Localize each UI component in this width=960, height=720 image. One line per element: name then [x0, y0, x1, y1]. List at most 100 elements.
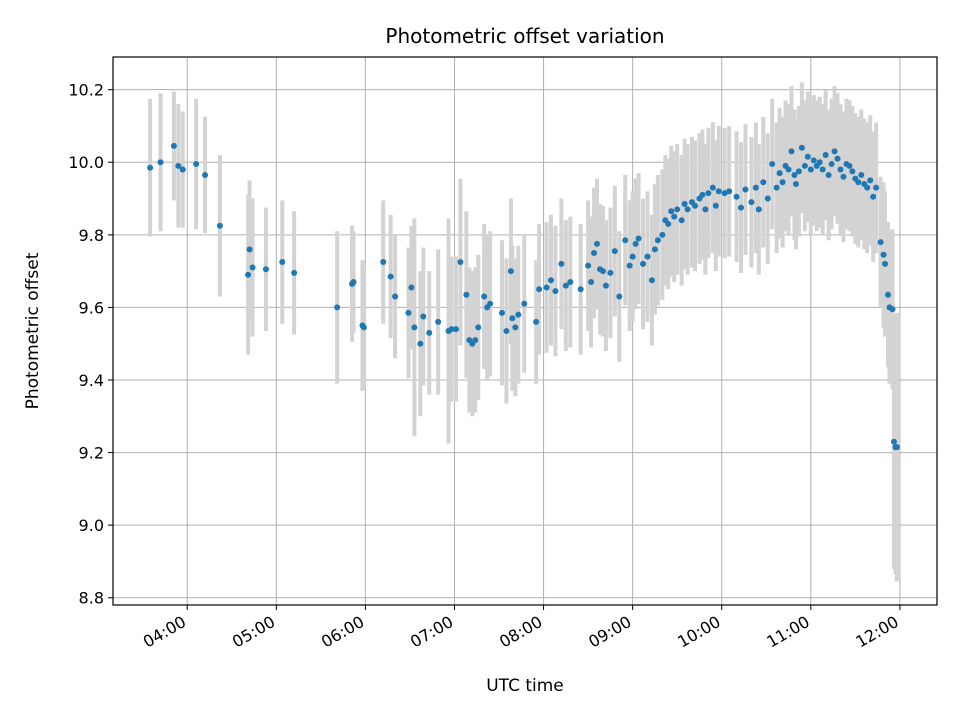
data-point [380, 259, 387, 266]
data-point [671, 213, 678, 220]
data-point [405, 309, 412, 316]
data-point [588, 279, 595, 286]
data-point [607, 269, 614, 276]
data-point [801, 162, 808, 169]
data-point [558, 260, 565, 267]
data-point [147, 164, 154, 171]
data-point [392, 293, 399, 300]
data-point [684, 206, 691, 213]
data-point [807, 166, 814, 173]
data-point [877, 239, 884, 246]
y-tick-label: 9.0 [79, 516, 104, 535]
data-point [849, 168, 856, 175]
data-point [475, 324, 482, 331]
data-point [779, 179, 786, 186]
data-point [748, 199, 755, 206]
data-point [870, 193, 877, 200]
data-point [632, 240, 639, 247]
data-point [831, 148, 838, 155]
data-point [457, 259, 464, 266]
data-point [864, 184, 871, 191]
data-point [785, 166, 792, 173]
data-point [742, 186, 749, 193]
data-point [788, 148, 795, 155]
data-point [245, 271, 252, 278]
data-point [562, 282, 569, 289]
data-point [585, 262, 592, 269]
y-tick-label: 10.0 [68, 153, 104, 172]
data-point [246, 246, 253, 253]
data-point [810, 157, 817, 164]
data-point [594, 240, 601, 247]
data-point [681, 200, 688, 207]
data-point [411, 324, 418, 331]
data-point [678, 217, 685, 224]
data-point [873, 184, 880, 191]
data-point [408, 284, 415, 291]
y-axis-title: Photometric offset [23, 252, 43, 409]
data-point [567, 279, 574, 286]
data-point [629, 253, 636, 260]
data-point [262, 266, 269, 273]
data-point [435, 318, 442, 325]
data-point [279, 259, 286, 266]
data-point [764, 195, 771, 202]
data-point [216, 222, 223, 229]
data-point [668, 208, 675, 215]
data-point [644, 253, 651, 260]
data-point [635, 235, 642, 242]
data-point [452, 326, 459, 333]
data-point [890, 438, 897, 445]
data-point [880, 251, 887, 258]
data-point [202, 171, 209, 178]
data-point [193, 161, 200, 168]
data-point [792, 181, 799, 188]
data-point [448, 326, 455, 333]
data-point [648, 277, 655, 284]
data-point [599, 268, 606, 275]
data-point [334, 304, 341, 311]
data-point [170, 142, 177, 149]
data-point [602, 282, 609, 289]
data-point [804, 153, 811, 160]
data-point [536, 286, 543, 293]
data-point [515, 311, 522, 318]
data-point [249, 264, 256, 271]
data-point [791, 171, 798, 178]
data-point [715, 188, 722, 195]
data-point [509, 315, 516, 322]
data-point [498, 309, 505, 316]
data-point [893, 444, 900, 451]
data-point [487, 300, 494, 307]
data-point [543, 284, 550, 291]
data-point [738, 204, 745, 211]
data-point [622, 237, 629, 244]
data-point [417, 340, 424, 347]
data-point [591, 249, 598, 256]
data-point [659, 231, 666, 238]
data-point [712, 202, 719, 209]
data-point [521, 300, 528, 307]
y-tick-label: 10.2 [68, 81, 104, 100]
data-point [702, 206, 709, 213]
data-point [654, 237, 661, 244]
data-point [773, 184, 780, 191]
data-point [552, 288, 559, 295]
data-point [846, 162, 853, 169]
y-tick-label: 8.8 [79, 589, 104, 608]
data-point [834, 155, 841, 162]
data-point [507, 268, 514, 275]
data-point [699, 191, 706, 198]
y-tick-label: 9.2 [79, 444, 104, 463]
data-point [709, 184, 716, 191]
data-point [611, 248, 618, 255]
data-point [616, 293, 623, 300]
data-point [760, 179, 767, 186]
data-point [855, 179, 862, 186]
data-point [626, 262, 633, 269]
data-point [825, 171, 832, 178]
data-point [822, 151, 829, 158]
data-point [547, 277, 554, 284]
data-point [837, 166, 844, 173]
data-point [512, 324, 519, 331]
